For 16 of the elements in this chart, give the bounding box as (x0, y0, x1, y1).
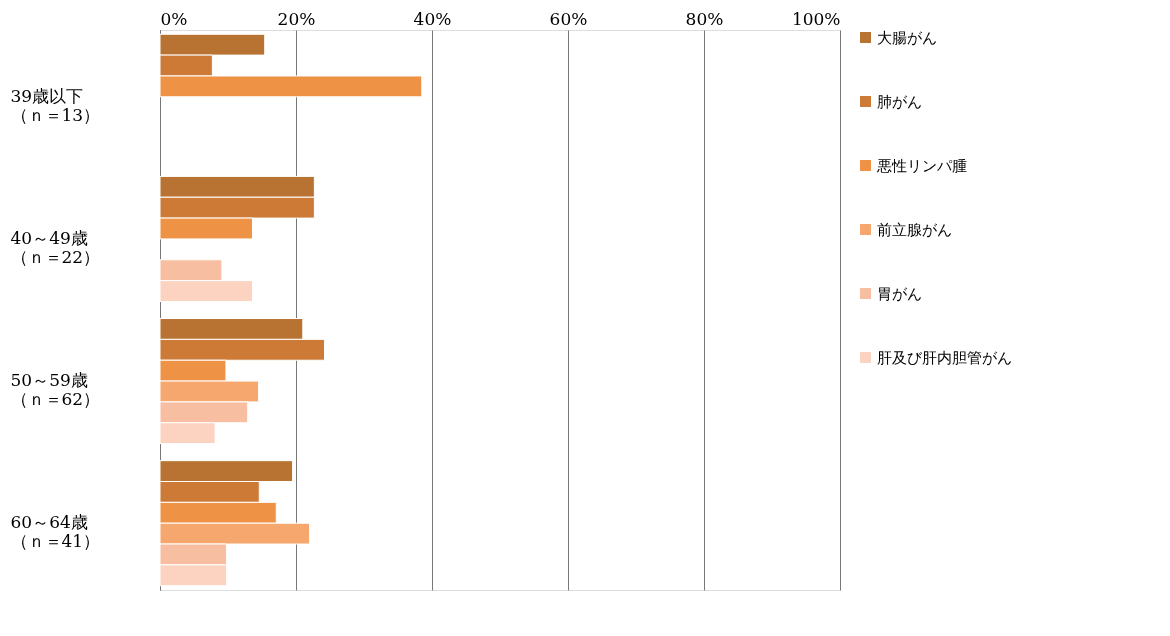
y-tick-label: 39歳以下（ｎ＝13） (10, 85, 101, 125)
x-tick-label: 40% (413, 8, 452, 29)
y-tick-label: 60～64歳（ｎ＝41） (10, 512, 101, 552)
legend-label: 肺がん (877, 92, 922, 111)
x-tick-label: 100% (791, 8, 841, 29)
legend-label: 前立腺がん (877, 220, 952, 239)
legend-label: 大腸がん (877, 28, 937, 47)
x-tick-label: 0% (160, 8, 188, 29)
x-tick-label: 20% (277, 8, 316, 29)
y-tick-label: 50～59歳（ｎ＝62） (10, 370, 101, 410)
y-tick-label: 40～49歳（ｎ＝22） (10, 227, 101, 267)
legend-label: 肝及び肝内胆管がん (877, 348, 1012, 367)
legend-label: 悪性リンパ腫 (876, 156, 967, 175)
x-tick-label: 60% (549, 8, 588, 29)
x-tick-label: 80% (685, 8, 724, 29)
legend-label: 胃がん (877, 284, 922, 303)
